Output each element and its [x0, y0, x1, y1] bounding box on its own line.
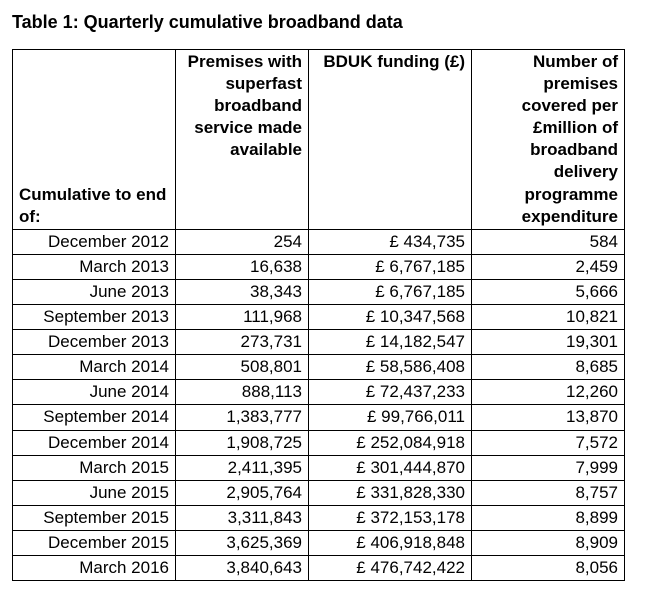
cell-period: December 2012 — [13, 229, 176, 254]
cell-period: June 2015 — [13, 480, 176, 505]
cell-period: March 2013 — [13, 254, 176, 279]
table-row: June 201338,343£ 6,767,1855,666 — [13, 279, 625, 304]
cell-per-million: 13,870 — [472, 405, 625, 430]
cell-per-million: 19,301 — [472, 330, 625, 355]
table-row: September 2013111,968£ 10,347,56810,821 — [13, 305, 625, 330]
cell-funding: £ 252,084,918 — [309, 430, 472, 455]
col-header-premises: Premises with superfast broadband servic… — [176, 50, 309, 230]
cell-premises: 3,625,369 — [176, 530, 309, 555]
cell-premises: 1,908,725 — [176, 430, 309, 455]
cell-premises: 2,905,764 — [176, 480, 309, 505]
table-row: December 20153,625,369£ 406,918,8488,909 — [13, 530, 625, 555]
cell-premises: 2,411,395 — [176, 455, 309, 480]
cell-premises: 3,311,843 — [176, 505, 309, 530]
table-row: December 2013273,731£ 14,182,54719,301 — [13, 330, 625, 355]
table-header-row: Cumulative to end of: Premises with supe… — [13, 50, 625, 230]
cell-funding: £ 331,828,330 — [309, 480, 472, 505]
cell-per-million: 584 — [472, 229, 625, 254]
broadband-table: Cumulative to end of: Premises with supe… — [12, 49, 625, 581]
cell-per-million: 2,459 — [472, 254, 625, 279]
table-row: September 20153,311,843£ 372,153,1788,89… — [13, 505, 625, 530]
cell-funding: £ 406,918,848 — [309, 530, 472, 555]
cell-period: March 2016 — [13, 555, 176, 580]
cell-funding: £ 58,586,408 — [309, 355, 472, 380]
cell-funding: £ 10,347,568 — [309, 305, 472, 330]
table-row: March 20163,840,643£ 476,742,4228,056 — [13, 555, 625, 580]
col-header-period: Cumulative to end of: — [13, 50, 176, 230]
col-header-funding: BDUK funding (£) — [309, 50, 472, 230]
cell-premises: 273,731 — [176, 330, 309, 355]
cell-period: September 2015 — [13, 505, 176, 530]
cell-per-million: 12,260 — [472, 380, 625, 405]
table-row: June 20152,905,764£ 331,828,3308,757 — [13, 480, 625, 505]
cell-funding: £ 6,767,185 — [309, 254, 472, 279]
cell-funding: £ 476,742,422 — [309, 555, 472, 580]
cell-period: March 2015 — [13, 455, 176, 480]
cell-funding: £ 301,444,870 — [309, 455, 472, 480]
cell-premises: 888,113 — [176, 380, 309, 405]
cell-funding: £ 434,735 — [309, 229, 472, 254]
table-title: Table 1: Quarterly cumulative broadband … — [12, 12, 642, 33]
cell-period: September 2013 — [13, 305, 176, 330]
cell-premises: 508,801 — [176, 355, 309, 380]
cell-funding: £ 72,437,233 — [309, 380, 472, 405]
cell-per-million: 8,685 — [472, 355, 625, 380]
cell-per-million: 8,909 — [472, 530, 625, 555]
cell-per-million: 8,056 — [472, 555, 625, 580]
table-row: December 20141,908,725£ 252,084,9187,572 — [13, 430, 625, 455]
cell-period: December 2015 — [13, 530, 176, 555]
cell-per-million: 8,757 — [472, 480, 625, 505]
cell-funding: £ 99,766,011 — [309, 405, 472, 430]
cell-premises: 16,638 — [176, 254, 309, 279]
cell-per-million: 7,999 — [472, 455, 625, 480]
table-row: September 20141,383,777£ 99,766,01113,87… — [13, 405, 625, 430]
table-row: March 20152,411,395£ 301,444,8707,999 — [13, 455, 625, 480]
cell-per-million: 5,666 — [472, 279, 625, 304]
cell-funding: £ 6,767,185 — [309, 279, 472, 304]
table-row: March 201316,638£ 6,767,1852,459 — [13, 254, 625, 279]
cell-period: March 2014 — [13, 355, 176, 380]
cell-period: September 2014 — [13, 405, 176, 430]
cell-period: December 2013 — [13, 330, 176, 355]
cell-premises: 3,840,643 — [176, 555, 309, 580]
cell-funding: £ 14,182,547 — [309, 330, 472, 355]
table-row: June 2014888,113£ 72,437,23312,260 — [13, 380, 625, 405]
cell-premises: 38,343 — [176, 279, 309, 304]
cell-funding: £ 372,153,178 — [309, 505, 472, 530]
cell-period: December 2014 — [13, 430, 176, 455]
cell-premises: 1,383,777 — [176, 405, 309, 430]
table-row: March 2014508,801£ 58,586,4088,685 — [13, 355, 625, 380]
cell-period: June 2013 — [13, 279, 176, 304]
table-row: December 2012254£ 434,735584 — [13, 229, 625, 254]
cell-per-million: 8,899 — [472, 505, 625, 530]
cell-premises: 254 — [176, 229, 309, 254]
cell-per-million: 10,821 — [472, 305, 625, 330]
cell-premises: 111,968 — [176, 305, 309, 330]
cell-per-million: 7,572 — [472, 430, 625, 455]
col-header-per-million: Number of premises covered per £million … — [472, 50, 625, 230]
cell-period: June 2014 — [13, 380, 176, 405]
